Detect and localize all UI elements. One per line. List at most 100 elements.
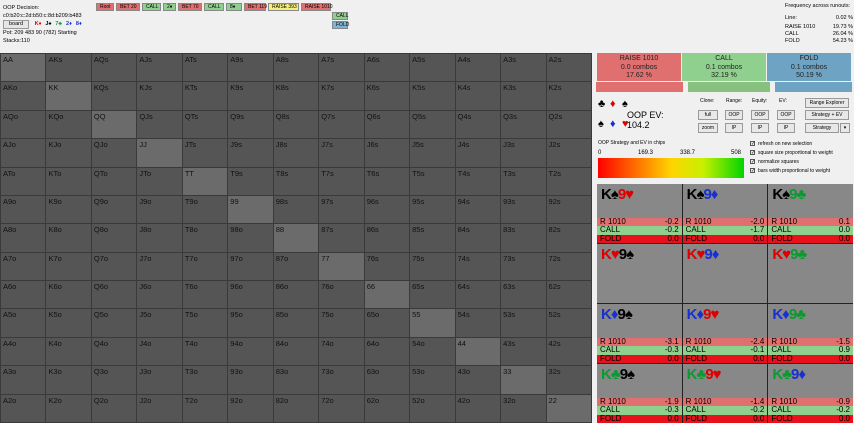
tree-node-root[interactable]: Root	[96, 3, 114, 11]
hand-cell-q6o[interactable]: Q6o	[91, 281, 137, 309]
zoom-button[interactable]: zoom	[698, 123, 718, 133]
hand-cell-43s[interactable]: 43s	[501, 337, 546, 366]
hand-cell-77[interactable]: 77	[319, 252, 364, 281]
hand-cell-95s[interactable]: 95s	[410, 195, 455, 224]
hand-cell-j2s[interactable]: J2s	[546, 139, 591, 167]
hand-cell-qjs[interactable]: QJs	[137, 110, 182, 139]
hand-cell-q3o[interactable]: Q3o	[91, 366, 137, 394]
hand-cell-j5o[interactable]: J5o	[137, 309, 182, 337]
hand-cell-ats[interactable]: ATs	[182, 54, 228, 82]
hand-cell-a3o[interactable]: A3o	[1, 366, 46, 394]
tree-node-raise-393[interactable]: RAISE 393	[268, 3, 299, 11]
hand-cell-a2s[interactable]: A2s	[546, 54, 591, 82]
tree-node-call[interactable]: CALL	[142, 3, 161, 11]
strategy-dropdown-icon[interactable]: ▾	[840, 123, 850, 133]
hand-cell-63s[interactable]: 63s	[501, 281, 546, 309]
hand-cell-k5o[interactable]: K5o	[46, 309, 91, 337]
hand-cell-q2o[interactable]: Q2o	[91, 394, 137, 422]
hand-cell-k7s[interactable]: K7s	[319, 82, 364, 110]
hand-cell-kk[interactable]: KK	[46, 82, 91, 110]
ev-ip-button[interactable]: IP	[777, 123, 795, 133]
option-checkbox-1[interactable]: ✓ square size proportional to weight	[750, 150, 833, 156]
hand-cell-k9s[interactable]: K9s	[228, 82, 273, 110]
hand-cell-t5s[interactable]: T5s	[410, 167, 455, 195]
hand-cell-t8o[interactable]: T8o	[182, 224, 228, 252]
hand-cell-64s[interactable]: 64s	[455, 281, 501, 309]
hand-cell-65s[interactable]: 65s	[410, 281, 455, 309]
hand-cell-q8s[interactable]: Q8s	[273, 110, 319, 139]
hand-cell-kjs[interactable]: KJs	[137, 82, 182, 110]
hand-cell-kqo[interactable]: KQo	[46, 110, 91, 139]
hand-cell-72o[interactable]: 72o	[319, 394, 364, 422]
hand-cell-q3s[interactable]: Q3s	[501, 110, 546, 139]
combo-cell[interactable]: K♠9♥ R 1010 -0.2 CALL -0.2 FOLD 0.0	[597, 184, 682, 243]
hand-cell-a2o[interactable]: A2o	[1, 394, 46, 422]
hand-cell-j9s[interactable]: J9s	[228, 139, 273, 167]
tree-node-call[interactable]: CALL	[332, 12, 349, 20]
heart-suit-icon[interactable]: ♦	[610, 98, 616, 110]
hand-cell-75s[interactable]: 75s	[410, 252, 455, 281]
hand-cell-jts[interactable]: JTs	[182, 139, 228, 167]
hand-cell-32o[interactable]: 32o	[501, 394, 546, 422]
hand-cell-94s[interactable]: 94s	[455, 195, 501, 224]
hand-cell-a8o[interactable]: A8o	[1, 224, 46, 252]
hand-cell-87o[interactable]: 87o	[273, 252, 319, 281]
hand-cell-kts[interactable]: KTs	[182, 82, 228, 110]
option-checkbox-3[interactable]: ✓ bars width proportional to weight	[750, 168, 830, 174]
hand-cell-85s[interactable]: 85s	[410, 224, 455, 252]
hand-cell-qto[interactable]: QTo	[91, 167, 137, 195]
combo-cell[interactable]: K♦9♠ R 1010 -3.1 CALL -0.3 FOLD 0.0	[597, 304, 682, 363]
hand-cell-q5o[interactable]: Q5o	[91, 309, 137, 337]
tree-node-bet-119[interactable]: BET 119	[244, 3, 267, 11]
hand-cell-a4o[interactable]: A4o	[1, 337, 46, 366]
hand-cell-k9o[interactable]: K9o	[46, 195, 91, 224]
hand-cell-k7o[interactable]: K7o	[46, 252, 91, 281]
hand-cell-j6s[interactable]: J6s	[364, 139, 410, 167]
hand-cell-42s[interactable]: 42s	[546, 337, 591, 366]
hand-cell-93o[interactable]: 93o	[228, 366, 273, 394]
hand-cell-98s[interactable]: 98s	[273, 195, 319, 224]
hand-cell-q5s[interactable]: Q5s	[410, 110, 455, 139]
hand-cell-t6o[interactable]: T6o	[182, 281, 228, 309]
hand-cell-72s[interactable]: 72s	[546, 252, 591, 281]
hand-cell-ako[interactable]: AKo	[1, 82, 46, 110]
hand-cell-54o[interactable]: 54o	[410, 337, 455, 366]
hand-cell-22[interactable]: 22	[546, 394, 591, 422]
hand-cell-k3s[interactable]: K3s	[501, 82, 546, 110]
hand-cell-42o[interactable]: 42o	[455, 394, 501, 422]
hand-cell-t6s[interactable]: T6s	[364, 167, 410, 195]
hand-cell-74o[interactable]: 74o	[319, 337, 364, 366]
hand-cell-q9o[interactable]: Q9o	[91, 195, 137, 224]
hand-cell-ajo[interactable]: AJo	[1, 139, 46, 167]
range-explorer-button[interactable]: Range Explorer	[805, 98, 849, 108]
hand-cell-97o[interactable]: 97o	[228, 252, 273, 281]
combo-cell[interactable]: K♥9♣	[768, 244, 853, 303]
range-oop-button[interactable]: OOP	[725, 110, 743, 120]
hand-cell-63o[interactable]: 63o	[364, 366, 410, 394]
hand-cell-t9o[interactable]: T9o	[182, 195, 228, 224]
hand-cell-q4s[interactable]: Q4s	[455, 110, 501, 139]
hand-cell-k8o[interactable]: K8o	[46, 224, 91, 252]
hand-cell-j7o[interactable]: J7o	[137, 252, 182, 281]
hand-cell-a4s[interactable]: A4s	[455, 54, 501, 82]
hand-cell-t3s[interactable]: T3s	[501, 167, 546, 195]
checkbox-icon[interactable]: ✓	[750, 168, 756, 175]
hand-cell-j8o[interactable]: J8o	[137, 224, 182, 252]
strategy-ev-button[interactable]: Strategy + EV	[805, 110, 849, 120]
hand-cell-k8s[interactable]: K8s	[273, 82, 319, 110]
hand-cell-96s[interactable]: 96s	[364, 195, 410, 224]
hand-cell-86s[interactable]: 86s	[364, 224, 410, 252]
hand-cell-j2o[interactable]: J2o	[137, 394, 182, 422]
hand-cell-ajs[interactable]: AJs	[137, 54, 182, 82]
hand-cell-k6o[interactable]: K6o	[46, 281, 91, 309]
hand-cell-a7o[interactable]: A7o	[1, 252, 46, 281]
hand-cell-aqo[interactable]: AQo	[1, 110, 46, 139]
range-ip-button[interactable]: IP	[725, 123, 743, 133]
equity-oop-button[interactable]: OOP	[751, 110, 769, 120]
hand-cell-kto[interactable]: KTo	[46, 167, 91, 195]
hand-cell-73o[interactable]: 73o	[319, 366, 364, 394]
hand-cell-jto[interactable]: JTo	[137, 167, 182, 195]
hand-cell-82o[interactable]: 82o	[273, 394, 319, 422]
hand-cell-84s[interactable]: 84s	[455, 224, 501, 252]
full-button[interactable]: full	[698, 110, 718, 120]
